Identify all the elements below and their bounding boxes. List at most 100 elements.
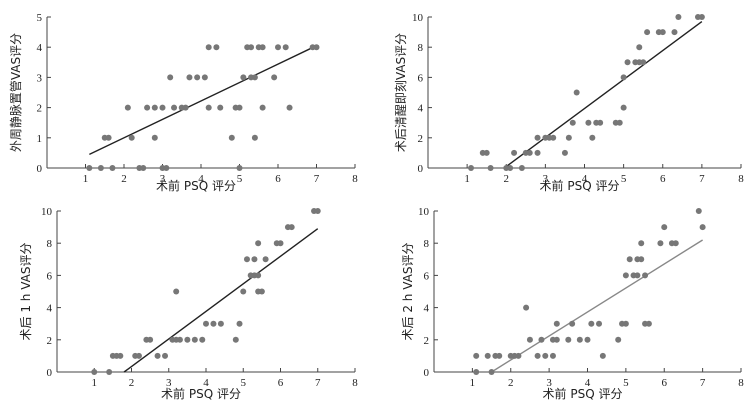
y-tick-label: 2 [47,335,53,347]
data-point [588,320,595,327]
trend-line [505,20,703,168]
data-point [271,74,278,81]
data-point [163,165,170,171]
data-point [553,320,560,327]
y-tick-label: 3 [37,72,43,84]
data-point [675,14,682,20]
y-tick-label: 8 [47,238,53,250]
data-point [182,104,189,111]
x-tick-label: 6 [278,377,284,389]
x-tick-label: 2 [504,173,510,185]
data-point [507,165,514,171]
data-point [210,320,217,327]
y-axis-label: 术后清醒即刻VAS评分 [394,33,408,152]
data-point [616,119,623,126]
data-point [511,149,518,156]
data-point [565,336,572,343]
data-point [657,240,664,247]
x-tick-label: 4 [582,173,588,185]
x-tick-label: 7 [700,377,706,389]
data-point [91,369,98,375]
y-axis-label: 术后 2 h VAS评分 [401,243,415,341]
x-tick-label: 3 [543,173,549,185]
data-point [573,89,580,96]
x-tick-label: 2 [129,377,135,389]
y-tick-label: 10 [41,206,53,218]
y-tick-label: 8 [424,238,430,250]
data-point [213,44,220,51]
data-point [258,288,265,295]
data-point [534,134,541,141]
x-tick-label: 8 [738,377,744,389]
data-point [159,104,166,111]
data-point [622,320,629,327]
data-point [147,336,154,343]
data-point [117,352,124,359]
data-point [576,336,583,343]
data-point [483,149,490,156]
data-point [638,256,645,263]
data-point [473,369,480,375]
data-point [569,119,576,126]
data-point [526,336,533,343]
y-tick-label: 2 [424,335,430,347]
data-point [97,165,104,171]
x-tick-label: 1 [470,377,476,389]
data-point [277,240,284,247]
data-point [191,336,198,343]
x-tick-label: 6 [662,377,668,389]
data-point [199,336,206,343]
chart-panel-1: 0 1 2 3 4 5 1 2 3 4 5 6 7 8 术前 PSQ 评分 外周静脉置管VAS评分 [8,12,358,193]
x-tick-label: 5 [623,377,629,389]
x-tick-label: 1 [83,173,89,185]
y-tick-label: 2 [418,133,424,145]
data-point [282,44,289,51]
data-point [314,208,321,214]
data-point [255,272,262,279]
y-tick-label: 10 [418,206,430,218]
y-tick-label: 6 [424,270,430,282]
trend-line [123,228,319,373]
data-point [259,44,266,51]
data-point [695,208,702,214]
data-point [626,256,633,263]
data-point [162,352,169,359]
y-tick-label: 6 [47,270,53,282]
data-point [620,74,627,81]
y-tick-label: 4 [37,42,43,54]
x-tick-label: 3 [160,173,166,185]
data-point [561,149,568,156]
data-point [217,104,224,111]
data-point [620,104,627,111]
x-tick-label: 5 [237,173,243,185]
x-tick-label: 5 [241,377,247,389]
data-point [496,352,503,359]
data-point [286,104,293,111]
data-point [518,165,525,171]
data-point [699,224,706,231]
x-tick-label: 8 [352,173,358,185]
data-point [565,134,572,141]
x-tick-label: 8 [352,377,358,389]
data-point [698,14,705,20]
y-axis-label: 外周静脉置管VAS评分 [8,33,23,152]
data-point [487,165,494,171]
data-point [538,336,545,343]
data-point [642,272,649,279]
y-tick-label: 4 [424,303,430,315]
data-point [205,44,212,51]
data-point [484,352,491,359]
data-point [534,352,541,359]
data-point [661,224,668,231]
data-point [144,104,151,111]
x-tick-label: 4 [198,173,204,185]
data-point [106,369,113,375]
y-tick-label: 0 [418,163,424,175]
x-tick-label: 5 [621,173,627,185]
data-point [644,29,651,36]
y-tick-label: 4 [418,103,424,115]
x-tick-label: 3 [166,377,172,389]
data-point [240,74,247,81]
